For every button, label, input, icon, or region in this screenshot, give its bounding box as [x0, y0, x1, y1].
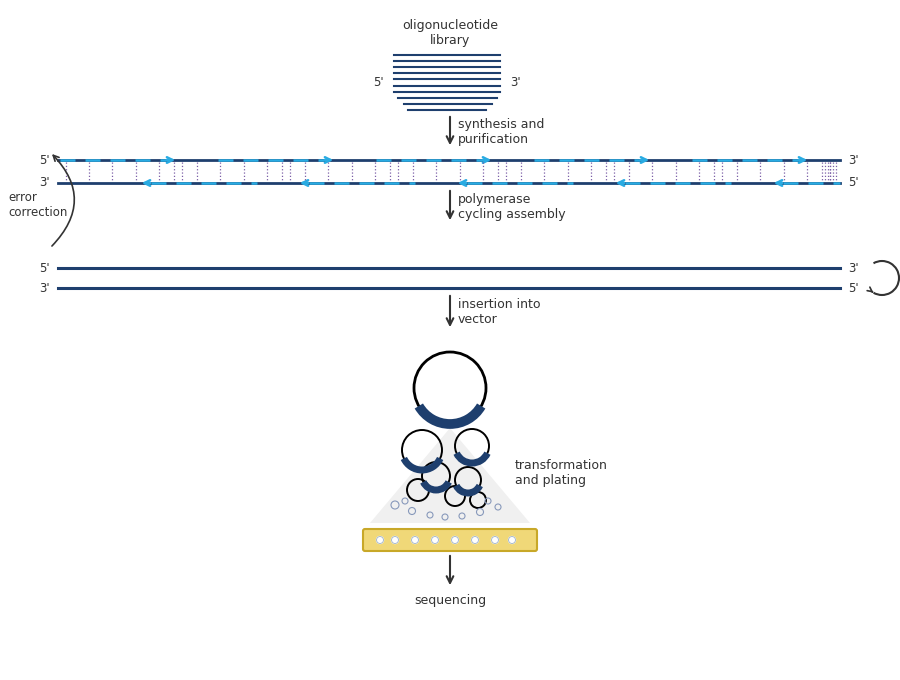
Circle shape: [508, 537, 516, 543]
FancyBboxPatch shape: [363, 529, 537, 551]
Text: error
correction: error correction: [8, 191, 68, 219]
Text: transformation
and plating: transformation and plating: [515, 459, 608, 487]
Text: 3': 3': [848, 154, 859, 167]
Circle shape: [472, 537, 479, 543]
Text: 5': 5': [848, 282, 859, 294]
Text: polymerase
cycling assembly: polymerase cycling assembly: [458, 193, 565, 221]
Text: 5': 5': [374, 76, 384, 89]
Circle shape: [431, 537, 438, 543]
Text: oligonucleotide
library: oligonucleotide library: [402, 19, 498, 47]
Text: insertion into
vector: insertion into vector: [458, 298, 541, 326]
Circle shape: [376, 537, 383, 543]
Text: synthesis and
purification: synthesis and purification: [458, 118, 544, 146]
Text: 5': 5': [40, 154, 50, 167]
Text: 3': 3': [510, 76, 520, 89]
Text: 3': 3': [848, 262, 859, 275]
Text: 3': 3': [40, 177, 50, 190]
Text: 5': 5': [40, 262, 50, 275]
Text: 5': 5': [848, 177, 859, 190]
Text: sequencing: sequencing: [414, 594, 486, 607]
Circle shape: [491, 537, 499, 543]
Polygon shape: [370, 428, 530, 523]
Text: 3': 3': [40, 282, 50, 294]
Circle shape: [411, 537, 418, 543]
Circle shape: [392, 537, 399, 543]
Circle shape: [452, 537, 458, 543]
